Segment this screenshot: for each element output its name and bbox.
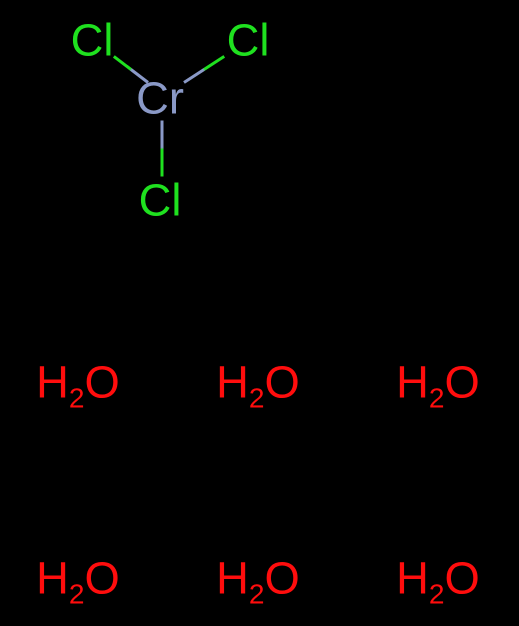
atom-chlorine-top-left: Cl bbox=[71, 17, 114, 62]
atom-chromium: Cr bbox=[136, 75, 184, 120]
water-molecule: H2O bbox=[396, 359, 480, 404]
water-molecule: H2O bbox=[216, 555, 300, 600]
water-molecule: H2O bbox=[396, 555, 480, 600]
atom-chlorine-top-right: Cl bbox=[227, 17, 270, 62]
water-molecule: H2O bbox=[36, 359, 120, 404]
bond-cr-cl-bottom bbox=[161, 120, 164, 176]
chemistry-canvas: Cr Cl Cl Cl H2O H2O H2O H2O H2O H2O bbox=[0, 0, 519, 626]
water-molecule: H2O bbox=[36, 555, 120, 600]
water-molecule: H2O bbox=[216, 359, 300, 404]
atom-chlorine-bottom: Cl bbox=[139, 177, 182, 222]
bond-cr-cl-top-right bbox=[183, 55, 225, 84]
